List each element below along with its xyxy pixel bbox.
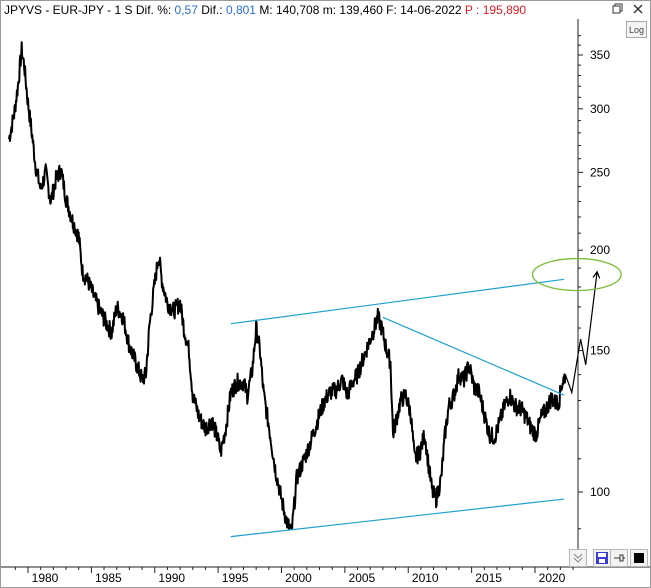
- y-tick-label: 300: [590, 102, 610, 116]
- max-value: 140,708: [276, 3, 320, 17]
- max-label: M:: [259, 3, 273, 17]
- x-tick-label: 2000: [285, 571, 312, 585]
- chart-header: JPYVS - EUR-JPY - 1 S Dif. %: 0,57 Dif.:…: [4, 3, 527, 17]
- price-line: [8, 41, 567, 531]
- y-tick-label: 250: [590, 165, 610, 179]
- y-tick-label: 350: [590, 48, 610, 62]
- dif-pct-label: Dif. %:: [135, 3, 172, 17]
- period-label: 1 S: [114, 3, 133, 17]
- save-icon: [596, 552, 608, 564]
- lower-channel-line: [230, 498, 565, 538]
- x-tick-label: 1985: [95, 571, 122, 585]
- price-label: P :: [464, 3, 480, 17]
- date-value: 14-06-2022: [400, 3, 462, 17]
- y-tick-label: 200: [590, 243, 610, 257]
- dif-pct-value: 0,57: [174, 3, 198, 17]
- log-scale-button[interactable]: Log: [626, 21, 647, 38]
- x-tick-label: 2020: [539, 571, 566, 585]
- x-tick-label: 1980: [32, 571, 59, 585]
- black-square-icon: [634, 553, 644, 563]
- min-label: m:: [322, 3, 337, 17]
- pin-icon: [614, 554, 625, 562]
- dif-value: 0,801: [225, 3, 256, 17]
- trendlines: [230, 257, 622, 538]
- min-value: 139,460: [339, 3, 383, 17]
- y-tick-label: 150: [590, 344, 610, 358]
- x-tick-label: 2015: [475, 571, 502, 585]
- price-series: [8, 41, 601, 531]
- restore-icon: [612, 3, 623, 14]
- x-tick-label: 1995: [222, 571, 249, 585]
- close-icon: [633, 4, 643, 14]
- dif-label: Dif.:: [201, 3, 223, 17]
- x-tick-label: 1990: [158, 571, 185, 585]
- y-axis: 100 150 200 250 300 350: [578, 35, 610, 530]
- projection-arrowhead: [592, 270, 601, 279]
- x-tick-label: 2005: [349, 571, 376, 585]
- y-tick-label: 100: [590, 485, 610, 499]
- pin-button[interactable]: [610, 549, 628, 567]
- x-axis: 1980 1985 1990 1995 2000 2005 2010 2015 2020: [14, 567, 574, 585]
- projection-line: [564, 271, 598, 395]
- date-label: F:: [386, 3, 397, 17]
- double-chevron-down-icon: [573, 553, 583, 563]
- target-zone-ellipse: [531, 257, 622, 292]
- symbol-label: JPYVS - EUR-JPY: [4, 3, 104, 17]
- falling-line-line: [382, 316, 565, 396]
- color-button[interactable]: [630, 549, 648, 567]
- restore-button[interactable]: [612, 3, 624, 15]
- close-button[interactable]: [632, 3, 644, 15]
- save-button[interactable]: [593, 549, 611, 567]
- price-value: 195,890: [482, 3, 527, 17]
- scroll-down-button[interactable]: [569, 549, 587, 567]
- upper-channel-line: [230, 278, 565, 325]
- x-tick-label: 2010: [412, 571, 439, 585]
